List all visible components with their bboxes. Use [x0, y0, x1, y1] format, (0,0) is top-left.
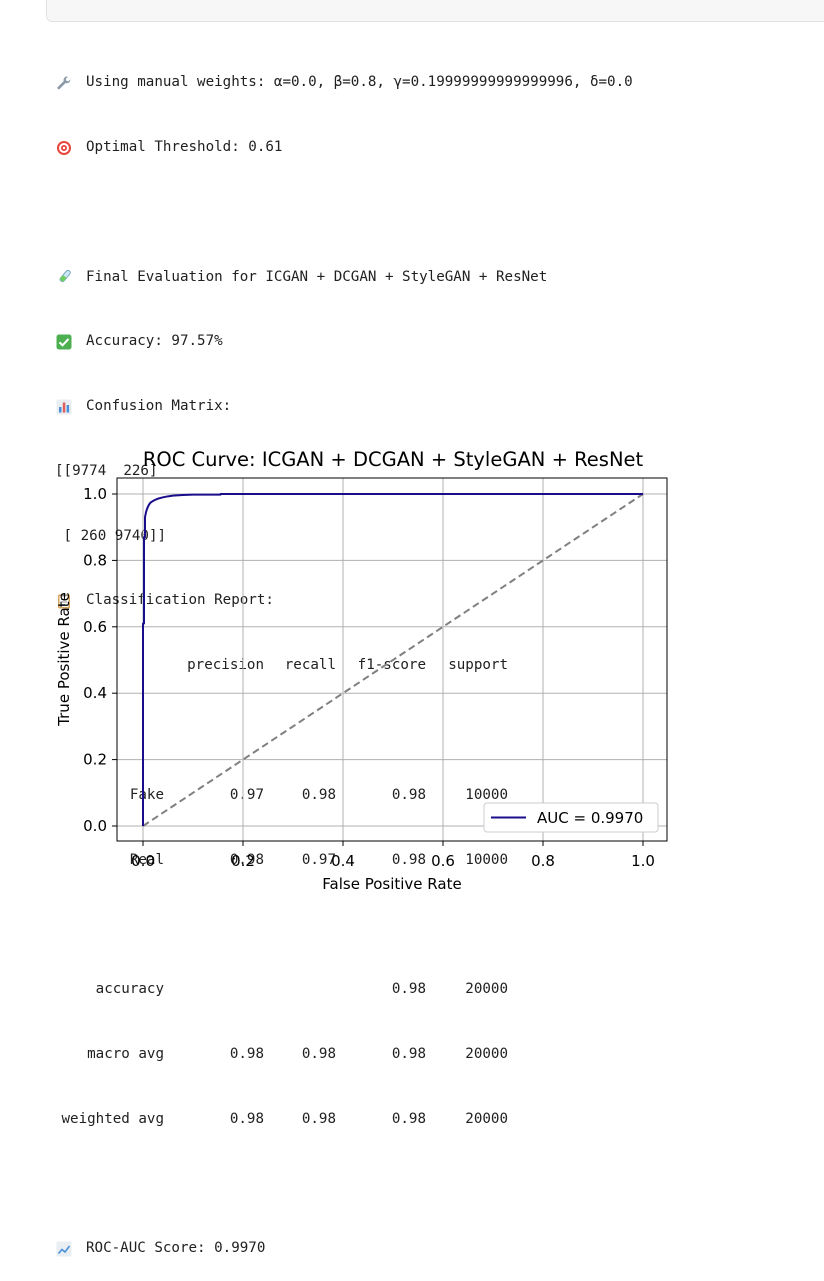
final-eval-line: Final Evaluation for ICGAN + DCGAN + Sty… [55, 267, 633, 289]
legend: AUC = 0.9970 [483, 802, 659, 833]
roc-curve-line [142, 493, 643, 826]
target-icon [55, 139, 72, 156]
diagonal-reference-line [142, 493, 644, 827]
y-tick-label: 1.0 [83, 485, 107, 503]
x-tick-label: 0.4 [331, 852, 355, 870]
matrix-row: [ 260 9740]] [55, 527, 167, 544]
y-axis-label: True Positive Rate [55, 592, 73, 727]
roc-auc-line: ROC-AUC Score: 0.9970 [55, 1238, 633, 1260]
x-tick-label: 0.6 [431, 852, 455, 870]
y-tick-label: 0.4 [83, 684, 107, 702]
roc-chart: ROC Curve: ICGAN + DCGAN + StyleGAN + Re… [0, 440, 824, 912]
x-tick-label: 1.0 [631, 852, 655, 870]
y-tick-label: 0.8 [83, 551, 107, 569]
threshold-line: Optimal Threshold: 0.61 [55, 137, 633, 159]
series [142, 493, 644, 827]
legend-box [483, 802, 659, 833]
confusion-line: Confusion Matrix: [55, 396, 633, 418]
plot-frame [116, 477, 668, 842]
chart-title: ROC Curve: ICGAN + DCGAN + StyleGAN + Re… [143, 448, 644, 471]
legend-label: AUC = 0.9970 [537, 809, 643, 827]
x-tick-label: 0.8 [531, 852, 555, 870]
report-header: precision recall f1-score support [187, 657, 508, 674]
wrench-icon [55, 74, 72, 91]
roc-chart-svg: ROC Curve: ICGAN + DCGAN + StyleGAN + Re… [55, 448, 668, 893]
report-line: Classification Report: [55, 590, 633, 612]
bar-chart-icon [55, 398, 72, 415]
blank-line [55, 202, 633, 224]
check-mark-icon [55, 334, 72, 351]
x-tick-label: 0.2 [231, 852, 255, 870]
x-axis-label: False Positive Rate [322, 875, 461, 893]
blank-line [55, 1173, 633, 1195]
report-summary-weighted: weighted avg 0.98 0.98 0.98 20000 [61, 1110, 509, 1127]
y-tick-label: 0.6 [83, 618, 107, 636]
y-tick-label: 0.0 [83, 817, 107, 835]
axes: 0.0 0.2 0.4 0.6 0.8 1.0 0.0 0.2 0.4 0.6 0.8 1.0 [83, 485, 655, 870]
test-tube-icon [55, 269, 72, 286]
accuracy-line: Accuracy: 97.57% [55, 331, 633, 353]
blank-line [55, 914, 633, 936]
report-summary-macro: macro avg 0.98 0.98 0.98 20000 [87, 1045, 508, 1062]
line-chart-icon [55, 1241, 72, 1258]
clipboard-icon [55, 593, 72, 610]
report-summary-accuracy: accuracy 0.98 20000 [95, 981, 508, 998]
matrix-row: [[9774 226] [55, 462, 158, 479]
report-row-fake: Fake 0.97 0.98 0.98 10000 [129, 786, 508, 803]
x-tick-label: 0.0 [131, 852, 155, 870]
weights-line: Using manual weights: α=0.0, β=0.8, γ=0.… [55, 72, 633, 94]
report-row-real: Real 0.98 0.97 0.98 10000 [129, 851, 508, 868]
previous-cell[interactable] [46, 0, 824, 22]
y-tick-label: 0.2 [83, 751, 107, 769]
